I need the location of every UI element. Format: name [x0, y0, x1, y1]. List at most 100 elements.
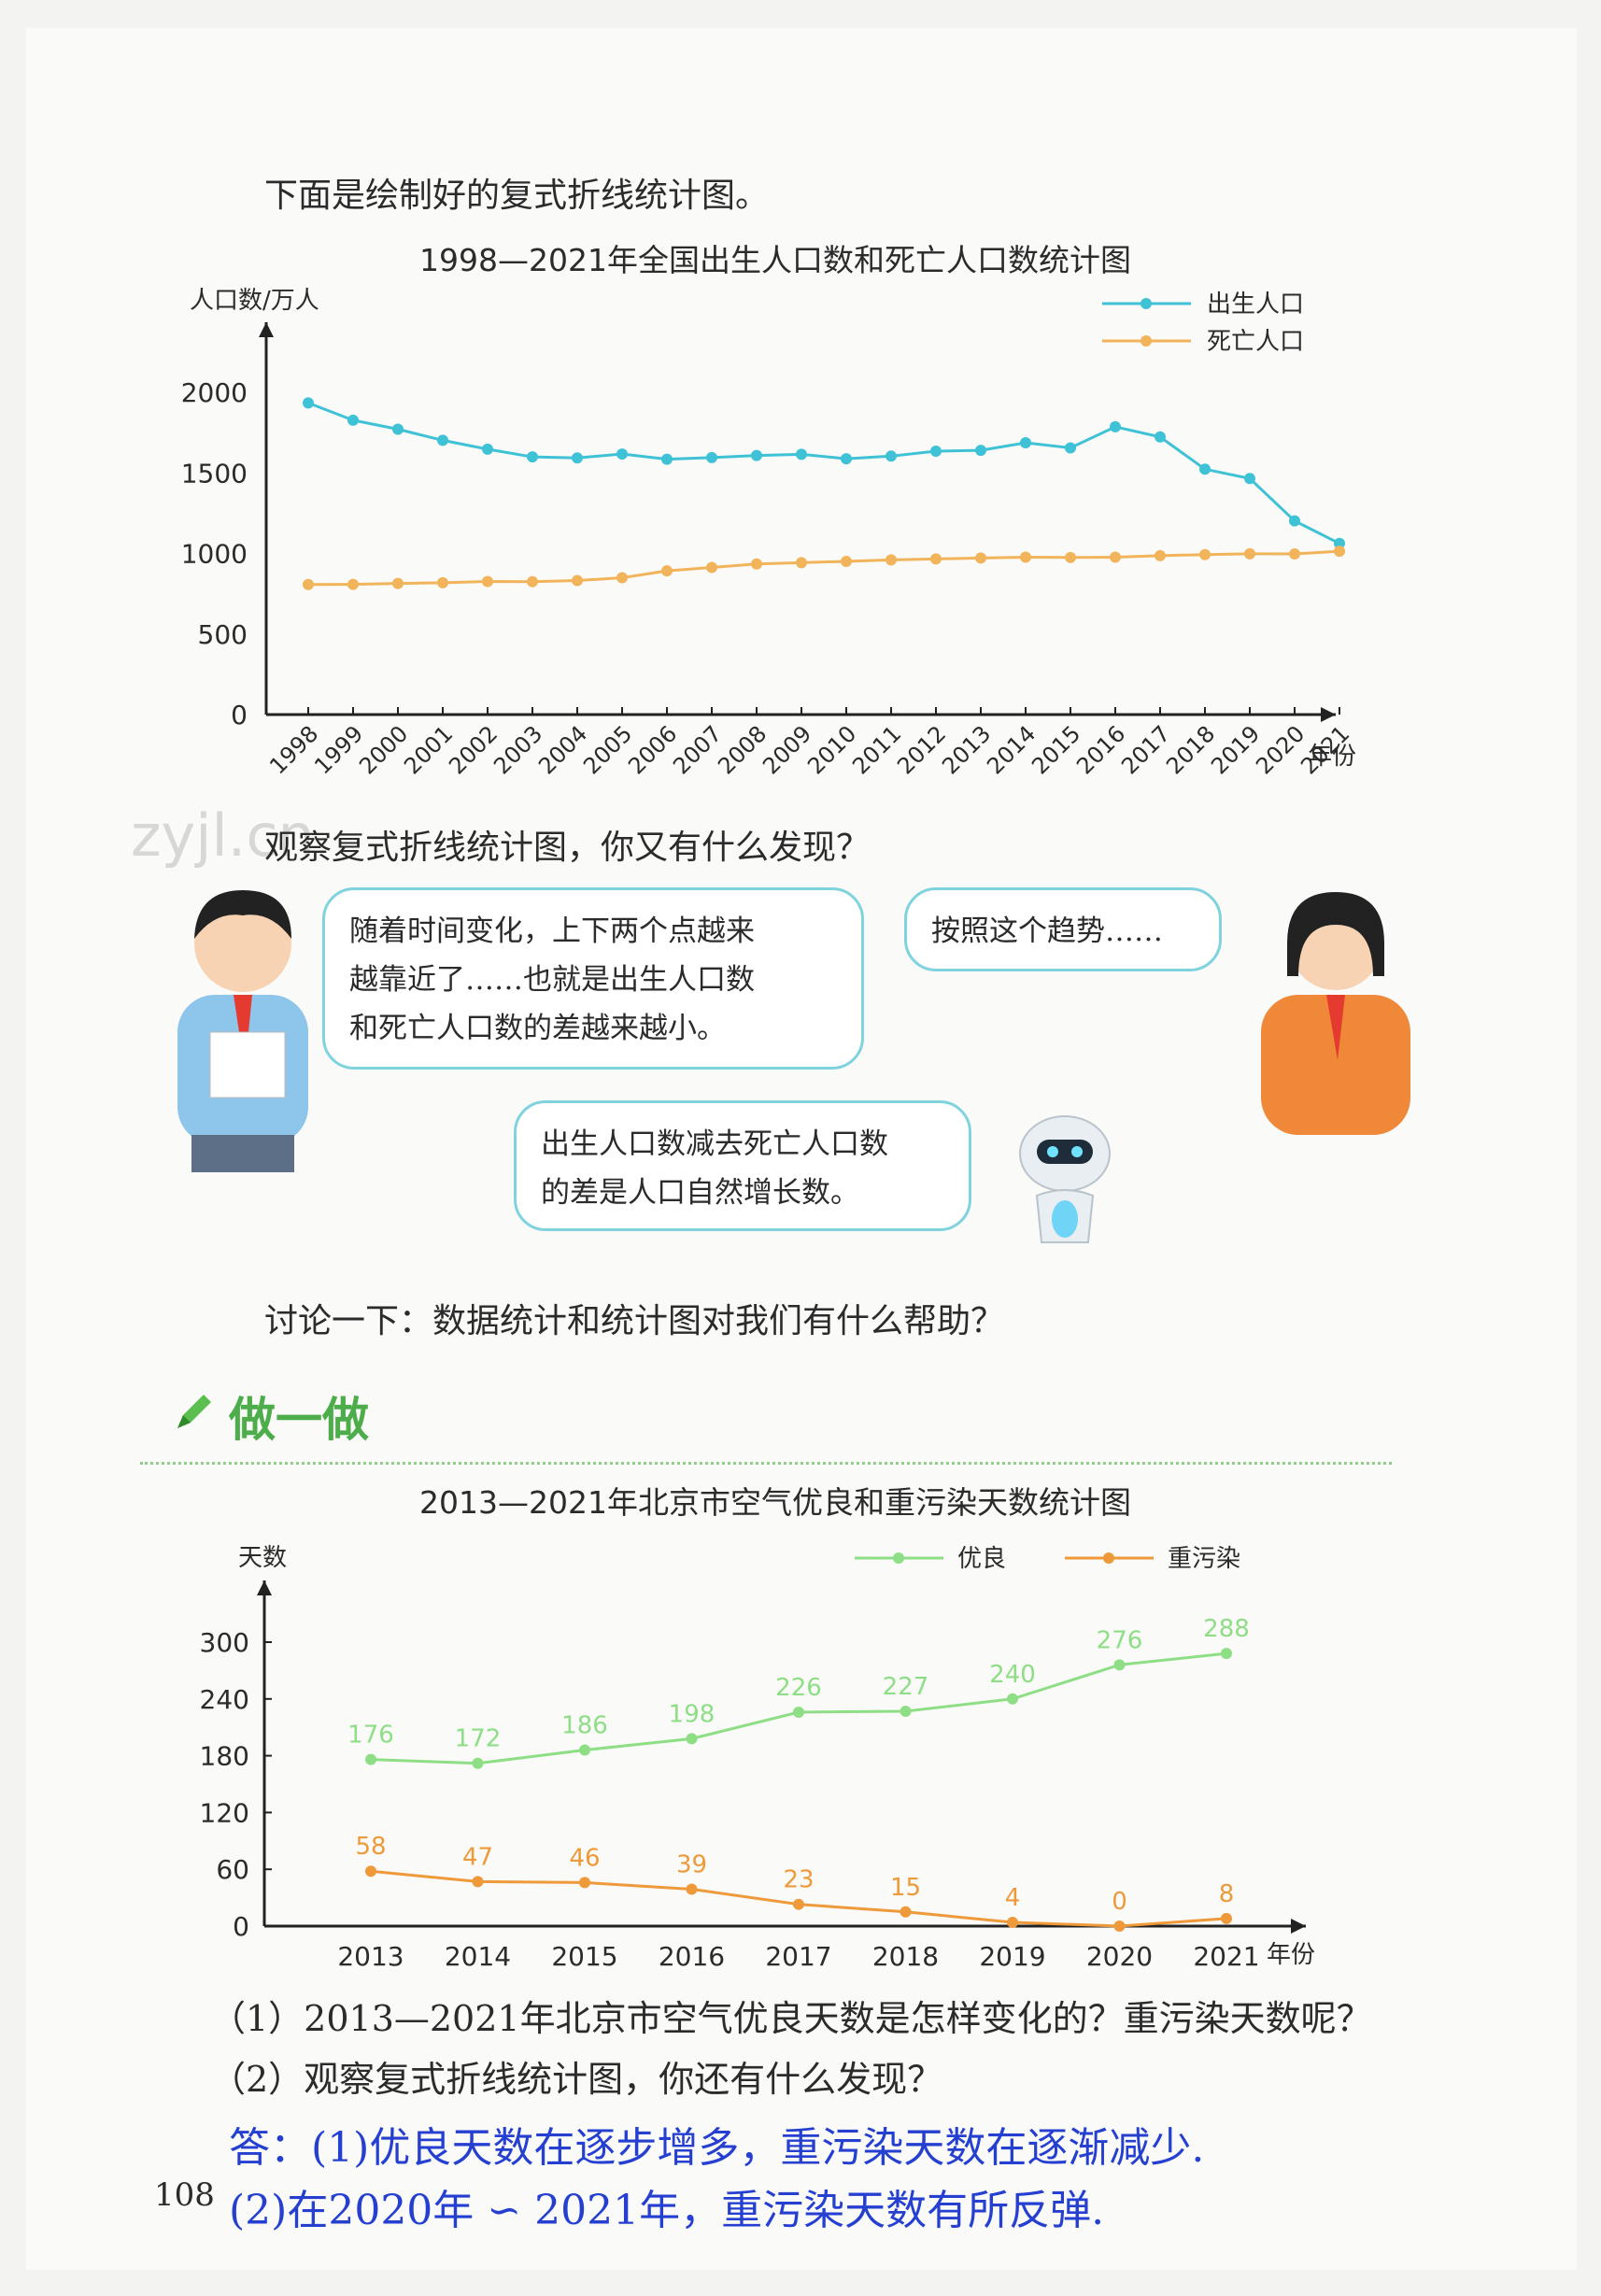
chart1-ylabel: 人口数/万人 — [190, 287, 319, 315]
chart1-births-point — [527, 451, 538, 463]
chart1-deaths-point — [527, 575, 538, 588]
bubble-robot: 出生人口数减去死亡人口数 的差是人口自然增长数。 — [514, 1100, 971, 1231]
chart2-bad-data-label: 4 — [1005, 1884, 1021, 1912]
question-1: （1）2013—2021年北京市空气优良天数是怎样变化的？重污染天数呢？ — [210, 1998, 1372, 2039]
chart2-x-tick-label: 2013 — [337, 1941, 404, 1972]
chart1-y-tick-label: 500 — [198, 619, 248, 650]
chart1-births-point — [1334, 537, 1345, 549]
chart1-deaths-point — [975, 552, 986, 564]
chart1-births-point — [886, 450, 897, 462]
robot-illustration — [1019, 1115, 1111, 1243]
chart1-y-arrow — [259, 322, 274, 337]
chart2-bad-point — [1221, 1912, 1232, 1924]
chart2-bad-point — [365, 1865, 376, 1878]
legend-good-label: 优良 — [957, 1545, 1006, 1573]
chart1-xlabel: 年份 — [1308, 743, 1356, 771]
chart1-births-point — [930, 445, 942, 457]
bubble-boy: 随着时间变化，上下两个点越来 越靠近了……也就是出生人口数 和死亡人口数的差越来… — [322, 887, 864, 1070]
chart2-bad-data-label: 46 — [569, 1844, 600, 1872]
chart2-good-point — [1221, 1648, 1232, 1660]
chart2-y-arrow — [257, 1580, 272, 1595]
chart1-deaths-point — [437, 576, 448, 588]
chart2-y-tick-label: 180 — [200, 1741, 249, 1772]
chart1-deaths-point — [1065, 551, 1076, 563]
chart1-deaths-point — [1244, 547, 1255, 560]
chart2-y-tick-label: 300 — [200, 1627, 249, 1658]
chart1-deaths-point — [616, 572, 628, 584]
chart1-deaths-point — [347, 578, 359, 590]
chart1-births-point — [392, 423, 404, 435]
boy-illustration — [177, 890, 308, 1172]
chart1-deaths-point — [661, 565, 673, 577]
chart2-bad-point — [1113, 1920, 1126, 1932]
legend-births-label: 出生人口 — [1207, 291, 1304, 319]
chart1-deaths-point — [1155, 549, 1166, 561]
chart2-bad-data-label: 8 — [1219, 1880, 1235, 1908]
chart2-y-tick-label: 0 — [233, 1911, 249, 1942]
chart2-good-data-label: 288 — [1203, 1615, 1250, 1643]
bubble-robot-line-1: 出生人口数减去死亡人口数 — [541, 1127, 888, 1161]
chart2-x-tick-label: 2018 — [872, 1941, 939, 1972]
chart1-deaths-point — [706, 561, 717, 574]
chart2-x-tick-label: 2021 — [1193, 1941, 1259, 1972]
chart2-good-point — [793, 1706, 804, 1718]
chart1-births-point — [751, 449, 762, 461]
bubble-boy-line-3: 和死亡人口数的差越来越小。 — [349, 1012, 726, 1045]
chart1-births-line — [307, 401, 1340, 546]
bubble-boy-line-2: 越靠近了……也就是出生人口数 — [349, 963, 755, 997]
chart2-y-tick-label: 240 — [200, 1684, 249, 1715]
chart2-xlabel: 年份 — [1267, 1941, 1315, 1969]
chart1-deaths-point — [572, 574, 583, 587]
chart2-bad-point — [686, 1883, 698, 1895]
chart1-births-point — [706, 451, 717, 463]
discuss-text: 讨论一下：数据统计和统计图对我们有什么帮助？ — [264, 1302, 1005, 1340]
chart2-bad-data-label: 15 — [890, 1874, 921, 1902]
chart1-y-tick-label: 2000 — [181, 377, 248, 408]
chart1-deaths-point — [886, 554, 897, 566]
chart2-good-point — [1113, 1659, 1126, 1671]
chart2-legend: 优良 重污染 — [855, 1545, 1240, 1573]
chart2-bad-data-label: 58 — [355, 1833, 386, 1861]
chart1-deaths-point — [392, 577, 404, 589]
chart1-births-point — [303, 397, 314, 409]
section-title: 做一做 — [229, 1392, 369, 1447]
chart1-svg: 人口数/万人 年份 出生人口 死亡人口 05001000150020001998… — [181, 287, 1356, 779]
chart2-x-arrow — [1291, 1919, 1306, 1934]
legend-bad-label: 重污染 — [1168, 1545, 1240, 1573]
chart1-births-point — [1065, 442, 1076, 454]
bubble-boy-line-1: 随着时间变化，上下两个点越来 — [349, 914, 755, 948]
chart1-deaths-point — [1334, 546, 1345, 558]
chart2-good-data-label: 276 — [1097, 1626, 1143, 1654]
chart2-bad-point — [472, 1876, 484, 1888]
bubble-girl-text: 按照这个趋势…… — [931, 914, 1163, 948]
answer-2: (2)在2020年 ∽ 2021年，重污染天数有所反弹. — [229, 2187, 1105, 2234]
girl-illustration — [1261, 892, 1410, 1135]
chart2-ylabel: 天数 — [238, 1544, 287, 1572]
chart2-good-point — [686, 1733, 698, 1745]
chart2-good-data-label: 240 — [989, 1661, 1036, 1689]
chart2-good-point — [579, 1744, 590, 1756]
chart1-y-tick-label: 1500 — [181, 458, 248, 489]
chart2-bad-point — [1007, 1916, 1018, 1928]
chart1-deaths-point — [1289, 548, 1300, 560]
chart1-births-point — [437, 434, 448, 446]
chart2-bad-point — [793, 1898, 804, 1910]
chart2-good-point — [365, 1753, 376, 1765]
page-number: 108 — [154, 2176, 215, 2214]
chart2-good-data-label: 172 — [455, 1725, 502, 1753]
chart1-births-point — [347, 414, 359, 426]
section-divider — [140, 1462, 1392, 1465]
chart1-deaths-point — [1020, 551, 1031, 563]
chart2-x-tick-label: 2015 — [551, 1941, 617, 1972]
chart1-births-point — [1199, 463, 1211, 475]
chart1-births-point — [1289, 515, 1300, 527]
chart2-x-tick-label: 2019 — [979, 1941, 1045, 1972]
chart1-deaths-point — [303, 578, 314, 590]
chart2-good-data-label: 227 — [883, 1673, 929, 1701]
chart1-y-tick-label: 1000 — [181, 539, 248, 570]
pencil-icon — [170, 1389, 217, 1439]
chart2-x-tick-label: 2016 — [659, 1941, 725, 1972]
chart2-bad-data-label: 47 — [462, 1843, 493, 1871]
chart1-deaths-point — [1199, 548, 1211, 560]
chart2-x-tick-label: 2014 — [445, 1941, 511, 1972]
